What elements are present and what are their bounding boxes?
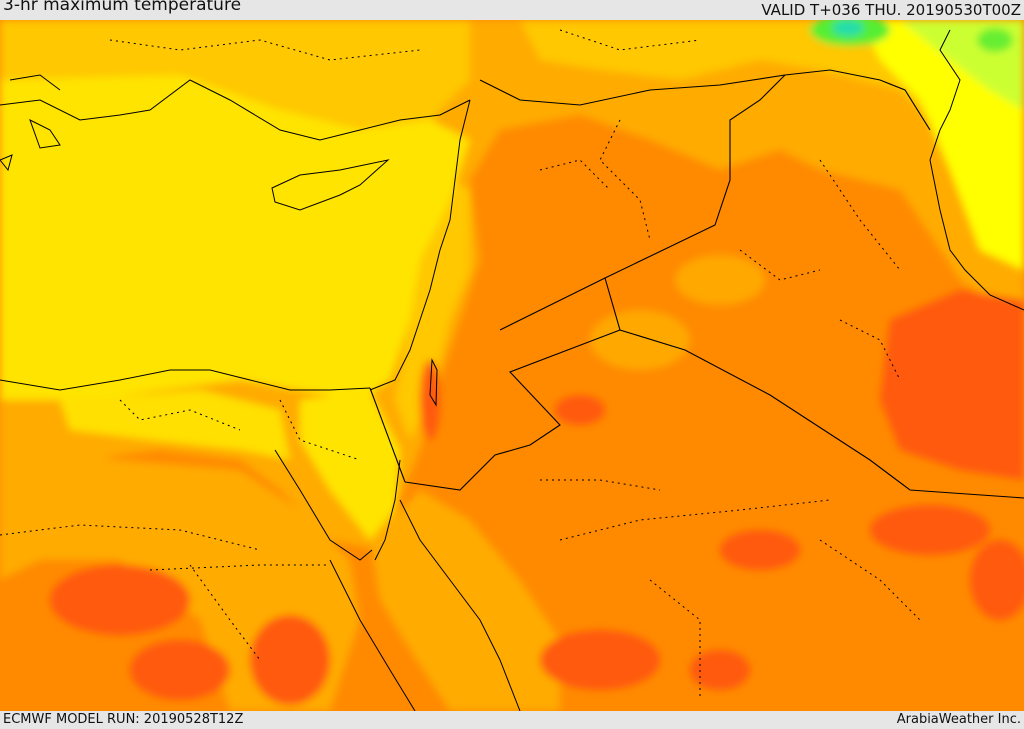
cyan-patch	[832, 20, 864, 36]
deep-orange-patch-6	[690, 650, 750, 690]
amber-patch-saudi	[590, 310, 690, 370]
map-footer: ECMWF MODEL RUN: 20190528T12Z ArabiaWeat…	[0, 711, 1024, 729]
deep-orange-patch-1	[50, 565, 190, 635]
deep-orange-patch-4	[540, 630, 660, 690]
gold-zone-anatolia	[0, 20, 470, 150]
deep-orange-patch-9	[970, 540, 1024, 620]
yellow-zone-egypt-north	[60, 390, 290, 460]
iraq-iran-border	[784, 69, 931, 131]
temperature-fills	[0, 20, 1024, 711]
persian-gulf-coast	[929, 29, 1024, 311]
model-run: ECMWF MODEL RUN: 20190528T12Z	[3, 712, 244, 727]
map-title: 3-hr maximum temperature	[3, 0, 242, 15]
deep-orange-patch-3	[250, 615, 330, 705]
syria-turkey-border	[479, 74, 786, 106]
province-borders	[0, 29, 921, 700]
yellow-zone-mediterranean	[0, 75, 470, 400]
jordan-saudi-border	[404, 329, 621, 491]
anatolia-coast	[0, 79, 471, 141]
aegean-islands	[0, 74, 61, 172]
map-header: 3-hr maximum temperature VALID T+036 THU…	[0, 0, 1024, 20]
gulf-of-suez	[274, 449, 373, 561]
valid-time: VALID T+036 THU. 20190530T00Z	[761, 1, 1021, 19]
cyprus-coast	[271, 159, 390, 211]
yellow-zone-sinai	[300, 390, 400, 540]
temperature-map	[0, 20, 1024, 711]
red-sea-saudi-coast	[399, 499, 521, 711]
egypt-coast	[0, 369, 371, 391]
red-sea-egypt-coast	[329, 559, 416, 711]
coastlines	[0, 29, 1024, 711]
amber-patch-iraq	[675, 255, 765, 305]
country-borders	[369, 69, 1024, 499]
deep-orange-patch-8	[555, 395, 605, 425]
deep-orange-patch-10	[420, 360, 440, 440]
deep-orange-patch-5	[720, 530, 800, 570]
egypt-israel-border	[369, 387, 406, 483]
gold-zone-levant-coast	[395, 170, 470, 440]
deep-orange-patch-2	[130, 640, 230, 700]
dead-sea	[429, 358, 438, 407]
gulf-of-aqaba	[374, 459, 401, 561]
credit: ArabiaWeather Inc.	[896, 712, 1021, 727]
deep-orange-patch-7	[870, 505, 990, 555]
green-patch-east	[977, 28, 1013, 52]
levant-coast	[369, 99, 471, 391]
deep-orange-southeast	[880, 290, 1024, 480]
